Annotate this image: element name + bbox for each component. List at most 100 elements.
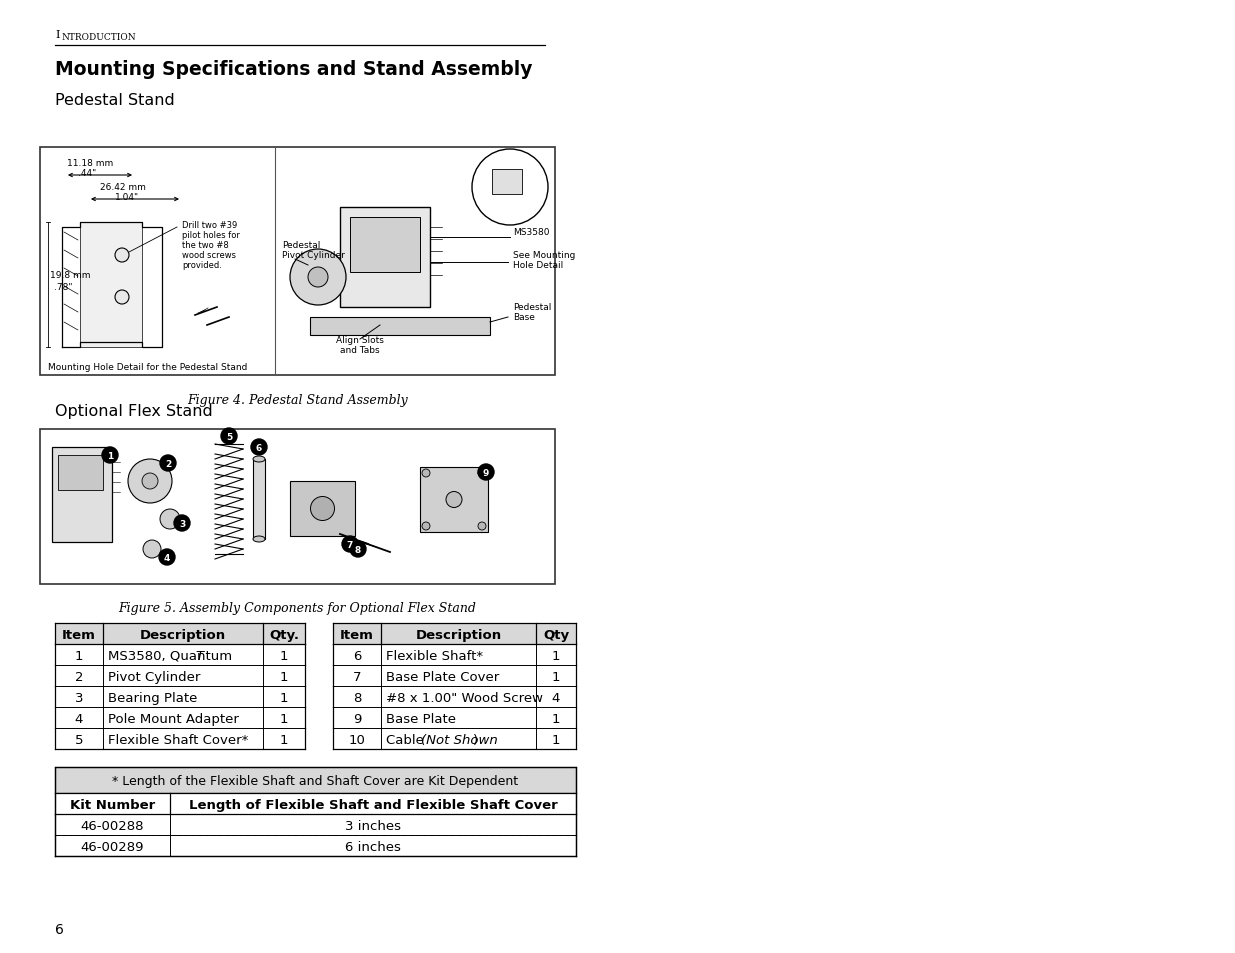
Circle shape <box>103 448 119 463</box>
Text: Item: Item <box>62 628 96 641</box>
Circle shape <box>290 250 346 306</box>
Text: 6 inches: 6 inches <box>345 841 401 853</box>
Circle shape <box>478 522 487 531</box>
Text: Description: Description <box>415 628 501 641</box>
Bar <box>310 317 490 335</box>
Text: 1: 1 <box>552 712 561 725</box>
Text: Figure 4. Pedestal Stand Assembly: Figure 4. Pedestal Stand Assembly <box>188 394 408 407</box>
Text: See Mounting: See Mounting <box>513 251 576 260</box>
Text: and Tabs: and Tabs <box>340 346 380 355</box>
Text: Item: Item <box>340 628 374 641</box>
Bar <box>56 767 576 793</box>
Text: Pole Mount Adapter: Pole Mount Adapter <box>107 712 238 725</box>
Text: Bearing Plate: Bearing Plate <box>107 691 198 704</box>
Text: Pivot Cylinder: Pivot Cylinder <box>282 251 345 260</box>
Text: 7: 7 <box>353 670 362 683</box>
Circle shape <box>115 249 128 263</box>
Text: Kit Number: Kit Number <box>70 799 156 811</box>
Text: 8: 8 <box>354 546 361 555</box>
Text: 3: 3 <box>75 691 83 704</box>
Text: 1: 1 <box>552 649 561 662</box>
Text: Qty: Qty <box>543 628 569 641</box>
Text: 3: 3 <box>179 520 185 529</box>
Text: 5: 5 <box>226 433 232 442</box>
Text: .78": .78" <box>54 283 73 292</box>
Text: 1: 1 <box>552 733 561 746</box>
Bar <box>56 623 305 644</box>
Text: Pedestal: Pedestal <box>282 241 320 250</box>
Bar <box>52 448 112 542</box>
Text: 1: 1 <box>280 712 288 725</box>
Text: 1.04": 1.04" <box>115 193 140 202</box>
Text: 7: 7 <box>347 541 353 550</box>
Circle shape <box>422 470 430 477</box>
Text: Figure 5. Assembly Components for Optional Flex Stand: Figure 5. Assembly Components for Option… <box>119 601 477 615</box>
Text: Drill two #39: Drill two #39 <box>182 221 237 230</box>
Text: (Not Shown: (Not Shown <box>421 733 498 746</box>
Ellipse shape <box>253 537 266 542</box>
Text: MS3580, Quantum: MS3580, Quantum <box>107 649 232 662</box>
Text: T: T <box>195 649 203 662</box>
Text: Base Plate: Base Plate <box>387 712 456 725</box>
Text: Flexible Shaft Cover*: Flexible Shaft Cover* <box>107 733 248 746</box>
Text: Qty.: Qty. <box>269 628 299 641</box>
Bar <box>340 208 430 308</box>
Text: 9: 9 <box>353 712 361 725</box>
Text: 4: 4 <box>75 712 83 725</box>
Circle shape <box>142 474 158 490</box>
Text: 1: 1 <box>107 452 114 461</box>
Circle shape <box>308 268 329 288</box>
Text: Pedestal: Pedestal <box>513 303 551 312</box>
Circle shape <box>115 291 128 305</box>
Circle shape <box>478 464 494 480</box>
Text: #8 x 1.00" Wood Screw: #8 x 1.00" Wood Screw <box>387 691 543 704</box>
Text: Hole Detail: Hole Detail <box>513 261 563 270</box>
Bar <box>350 218 420 273</box>
Text: 4: 4 <box>164 554 170 563</box>
Text: 10: 10 <box>348 733 366 746</box>
Text: Pivot Cylinder: Pivot Cylinder <box>107 670 200 683</box>
Text: 2: 2 <box>75 670 83 683</box>
Circle shape <box>159 550 175 565</box>
Text: 5: 5 <box>75 733 83 746</box>
Text: 1: 1 <box>552 670 561 683</box>
Text: 1: 1 <box>280 670 288 683</box>
Bar <box>58 456 103 491</box>
Text: 26.42 mm: 26.42 mm <box>100 183 146 192</box>
Bar <box>290 481 354 537</box>
Ellipse shape <box>253 456 266 462</box>
Text: 4: 4 <box>552 691 561 704</box>
Circle shape <box>128 459 172 503</box>
Text: 1: 1 <box>75 649 83 662</box>
Text: Cable: Cable <box>387 733 429 746</box>
Text: wood screws: wood screws <box>182 251 236 260</box>
Bar <box>40 430 555 584</box>
Bar <box>56 793 576 814</box>
Text: 6: 6 <box>256 444 262 453</box>
Bar <box>492 170 522 194</box>
Text: 46-00289: 46-00289 <box>80 841 144 853</box>
Text: 9: 9 <box>483 469 489 478</box>
Text: the two #8: the two #8 <box>182 241 228 250</box>
Text: Pedestal Stand: Pedestal Stand <box>56 92 174 108</box>
Circle shape <box>472 150 548 226</box>
Text: pilot holes for: pilot holes for <box>182 231 240 240</box>
Bar <box>40 148 555 375</box>
Circle shape <box>115 291 128 305</box>
Text: 1: 1 <box>280 691 288 704</box>
Text: 6: 6 <box>353 649 361 662</box>
Text: * Length of the Flexible Shaft and Shaft Cover are Kit Dependent: * Length of the Flexible Shaft and Shaft… <box>112 775 519 788</box>
Circle shape <box>174 516 190 532</box>
Text: MS3580: MS3580 <box>513 228 550 236</box>
Circle shape <box>161 510 180 530</box>
Bar <box>420 468 488 533</box>
Text: Description: Description <box>140 628 226 641</box>
Circle shape <box>478 470 487 477</box>
Circle shape <box>221 429 237 444</box>
Text: 46-00288: 46-00288 <box>80 820 144 832</box>
Circle shape <box>446 492 462 508</box>
Text: Optional Flex Stand: Optional Flex Stand <box>56 403 212 418</box>
Text: Base Plate Cover: Base Plate Cover <box>387 670 499 683</box>
Circle shape <box>422 522 430 531</box>
Text: provided.: provided. <box>182 261 222 270</box>
